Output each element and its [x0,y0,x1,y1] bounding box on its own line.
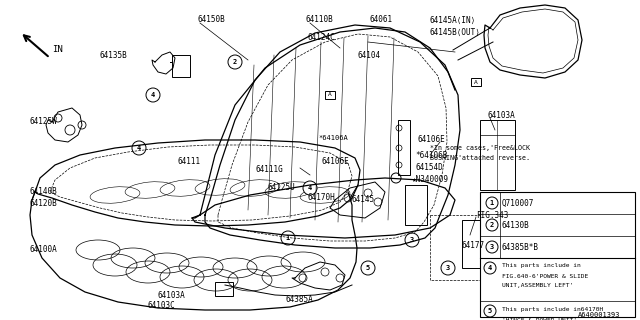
Text: 1: 1 [286,235,290,241]
Text: 5: 5 [488,308,492,314]
Text: 64125W: 64125W [30,117,58,126]
Circle shape [303,181,317,195]
Text: 4: 4 [488,265,492,271]
Bar [398,120,410,175]
Text: 64111G: 64111G [255,165,283,174]
Text: 64385B*B: 64385B*B [502,243,539,252]
Bar [430,215,530,280]
Text: UNIT,ASSEMBLY LEFT': UNIT,ASSEMBLY LEFT' [502,284,573,289]
Text: 64125U: 64125U [268,183,296,193]
Circle shape [486,241,498,253]
Text: 64130B: 64130B [502,220,530,229]
Circle shape [132,141,146,155]
Text: 64145A⟨IN⟩: 64145A⟨IN⟩ [430,15,476,25]
Text: 64154D: 64154D [415,164,443,172]
Text: 64150B: 64150B [198,15,226,25]
Text: IN: IN [52,45,63,54]
Text: 64110B: 64110B [305,15,333,25]
Circle shape [441,261,455,275]
Text: 64104: 64104 [358,51,381,60]
Circle shape [405,233,419,247]
Text: 3: 3 [490,244,494,250]
Bar [215,282,233,296]
Circle shape [146,88,160,102]
Circle shape [281,231,295,245]
Text: A640001393: A640001393 [577,312,620,318]
Text: 1: 1 [490,200,494,206]
Bar [480,120,515,190]
Text: ★N340009: ★N340009 [412,175,449,185]
Text: BUSHING'attached reverse.: BUSHING'attached reverse. [430,155,530,161]
Text: 64145: 64145 [352,196,375,204]
Bar [471,78,481,86]
Bar [405,185,427,225]
Circle shape [484,262,496,274]
Text: FIG.343: FIG.343 [476,211,508,220]
Circle shape [484,305,496,317]
Text: 64103C: 64103C [148,300,176,309]
Text: 2: 2 [490,222,494,228]
Text: This parts include in64170H: This parts include in64170H [502,307,604,311]
Text: 3: 3 [410,237,414,243]
Text: A: A [474,79,478,84]
Text: 64124C: 64124C [308,34,336,43]
Text: 64106E: 64106E [418,135,445,145]
Bar [325,91,335,99]
Text: 64140B: 64140B [30,188,58,196]
Text: 64061: 64061 [370,15,393,25]
Text: *64106B: *64106B [415,150,447,159]
Text: 64103A: 64103A [158,291,186,300]
Text: 64170H: 64170H [308,194,336,203]
Text: 64106E: 64106E [322,157,349,166]
Bar [480,192,635,317]
Text: 64177: 64177 [462,241,485,250]
Text: 64103A: 64103A [488,110,516,119]
Text: 64135B: 64135B [100,51,128,60]
Circle shape [228,55,242,69]
Text: 64145B⟨OUT⟩: 64145B⟨OUT⟩ [430,28,481,36]
Text: 4: 4 [151,92,155,98]
Bar [462,220,500,268]
Text: 64111: 64111 [178,157,201,166]
Text: 5: 5 [366,265,370,271]
Text: 64120B: 64120B [30,198,58,207]
Text: 2: 2 [233,59,237,65]
Text: FIG.640-6'POWER & SLIDE: FIG.640-6'POWER & SLIDE [502,274,588,278]
Circle shape [486,197,498,209]
Text: 'HINGE & POWER UNIT': 'HINGE & POWER UNIT' [502,318,577,320]
Text: 64100A: 64100A [30,245,58,254]
Text: 4: 4 [137,145,141,151]
Circle shape [361,261,375,275]
Text: This parts include in: This parts include in [502,263,580,268]
Text: 3: 3 [446,265,450,271]
Text: A: A [328,92,332,98]
Text: *In some cases,'Free&LOCK: *In some cases,'Free&LOCK [430,145,530,151]
Circle shape [486,219,498,231]
Text: 4: 4 [308,185,312,191]
Text: *64106A: *64106A [318,135,348,141]
Text: Q710007: Q710007 [502,198,534,207]
Bar [172,55,190,77]
Text: 64385A: 64385A [285,295,313,305]
